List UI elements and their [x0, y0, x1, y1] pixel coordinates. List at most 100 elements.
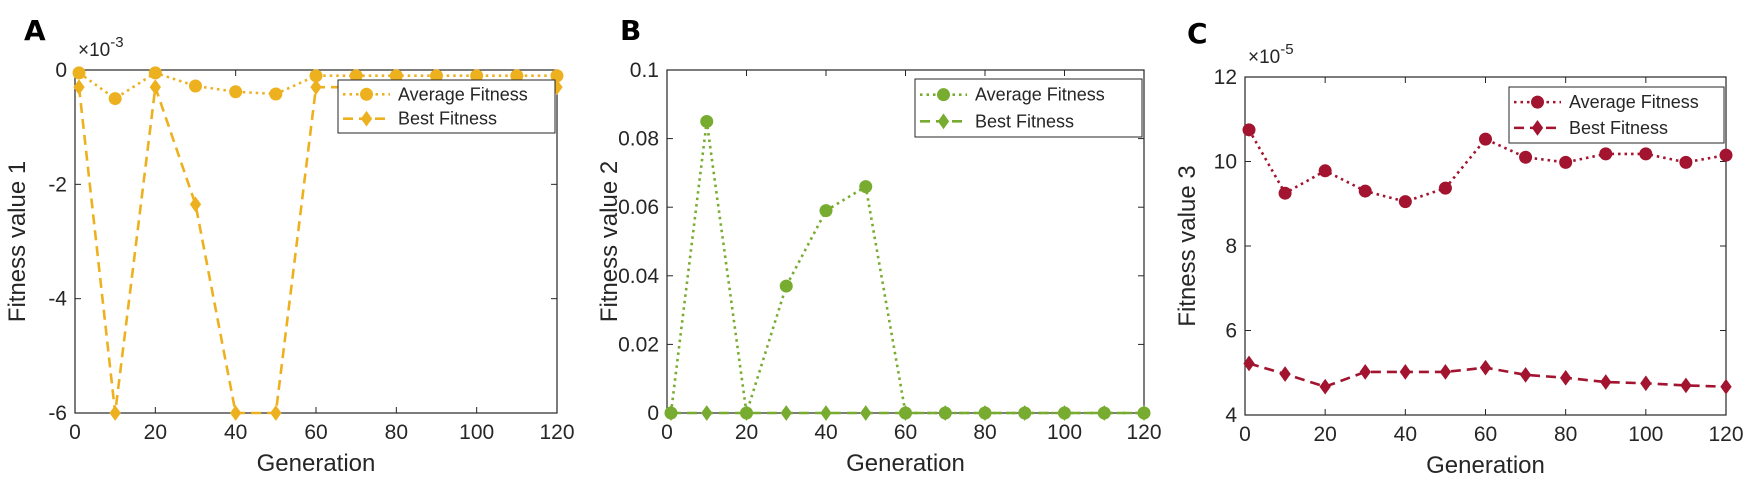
data-point [1098, 405, 1110, 421]
y-axis-label: Fitness value 2 [596, 161, 623, 322]
legend-entry: Best Fitness [975, 111, 1074, 131]
exponent-base: ×10 [1248, 47, 1280, 68]
x-tick-label: 80 [973, 421, 996, 444]
data-point [1720, 378, 1732, 395]
y-tick-label: 6 [1225, 320, 1237, 343]
y-tick-label: -6 [48, 402, 67, 425]
data-point [1439, 364, 1452, 380]
data-point [149, 79, 161, 96]
x-tick-label: 60 [304, 421, 327, 444]
data-point [1319, 378, 1331, 395]
data-point [899, 405, 912, 421]
data-point [1680, 377, 1692, 394]
data-point [109, 405, 121, 421]
data-point [1519, 150, 1533, 164]
exponent-base: ×10 [78, 40, 110, 61]
x-tick-label: 20 [144, 421, 167, 444]
data-point [1719, 148, 1733, 162]
data-point [859, 180, 873, 194]
y-tick-label: 10 [1214, 151, 1237, 174]
data-point [1358, 184, 1372, 198]
panel-label: C [1187, 17, 1208, 50]
x-tick-label: 40 [814, 421, 837, 444]
x-tick-label: 40 [224, 421, 247, 444]
x-tick-label: 100 [1047, 421, 1082, 444]
x-axis-label: Generation [846, 450, 965, 477]
legend-marker [360, 110, 373, 127]
legend-marker [360, 87, 373, 101]
data-point [1399, 364, 1411, 380]
x-tick-label: 80 [1554, 423, 1577, 446]
y-exponent-label: ×10-5 [1248, 41, 1294, 68]
data-point [229, 85, 243, 99]
data-point [1359, 364, 1371, 380]
legend: Average Fitness Best Fitness [337, 79, 556, 134]
data-point [270, 405, 282, 421]
legend-entry: Average Fitness [1569, 92, 1699, 112]
legend-box [1508, 86, 1725, 144]
exponent-power: -5 [1280, 41, 1293, 58]
y-tick-label: 0 [55, 59, 67, 82]
data-point [860, 405, 872, 421]
y-tick-label: -2 [48, 173, 67, 196]
legend-box [914, 78, 1143, 138]
data-point [269, 87, 283, 101]
legend: Average Fitness Best Fitness [1508, 86, 1725, 144]
data-point [72, 66, 86, 80]
data-point [1639, 147, 1653, 161]
data-point [73, 79, 85, 96]
panel-label: B [620, 14, 641, 47]
exponent-power: -3 [110, 34, 123, 51]
data-point [979, 405, 991, 421]
data-point [230, 405, 242, 421]
data-point [1519, 367, 1532, 383]
x-tick-label: 0 [661, 421, 673, 444]
data-point [780, 405, 792, 421]
data-point [1640, 375, 1652, 392]
data-point [939, 405, 951, 421]
data-point [1279, 366, 1291, 382]
data-point [700, 114, 714, 128]
y-tick-label: 0.1 [630, 59, 659, 82]
data-point [1278, 186, 1292, 200]
legend-marker [937, 113, 950, 130]
chart-panel-b: B 0 20 40 60 80 100 120 0 0.02 0.04 0.06 0.08 0.1 Gene… [596, 14, 1162, 477]
data-point [819, 204, 833, 218]
data-point [1600, 374, 1612, 390]
data-point [189, 79, 202, 93]
data-point [1138, 405, 1150, 421]
x-tick-label: 60 [894, 421, 917, 444]
x-axis-label: Generation [257, 450, 376, 477]
legend-entry: Best Fitness [398, 109, 497, 129]
series-best-fitness [1243, 355, 1732, 395]
data-point [1479, 359, 1492, 376]
x-tick-label: 120 [1126, 421, 1161, 444]
series-average-fitness [1242, 123, 1733, 209]
data-point [1058, 405, 1071, 421]
data-point [1599, 147, 1613, 161]
data-point [665, 405, 677, 421]
x-tick-label: 0 [1239, 423, 1251, 446]
data-point [820, 405, 832, 421]
data-point [1242, 123, 1256, 137]
y-tick-label: 0.02 [618, 333, 659, 356]
chart-panel-c: C 0 20 40 60 80 100 120 4 6 8 10 12 ×10-5 Generation Fi… [1174, 17, 1744, 479]
x-tick-label: 100 [1628, 423, 1663, 446]
data-point [108, 92, 122, 106]
data-point [1560, 369, 1572, 386]
y-tick-label: 8 [1225, 235, 1237, 258]
legend-marker [1531, 95, 1544, 109]
legend-entry: Average Fitness [398, 84, 528, 104]
x-tick-label: 20 [1313, 423, 1336, 446]
data-point [1243, 355, 1255, 372]
data-point [189, 196, 202, 213]
legend-box [337, 79, 556, 134]
data-point [1438, 181, 1452, 195]
data-point [1479, 132, 1492, 146]
y-tick-label: 0.08 [618, 128, 659, 151]
x-tick-label: 0 [69, 421, 81, 444]
x-tick-label: 100 [459, 421, 494, 444]
data-point [148, 66, 162, 80]
y-tick-label: 12 [1214, 66, 1237, 89]
legend: Average Fitness Best Fitness [914, 78, 1143, 138]
